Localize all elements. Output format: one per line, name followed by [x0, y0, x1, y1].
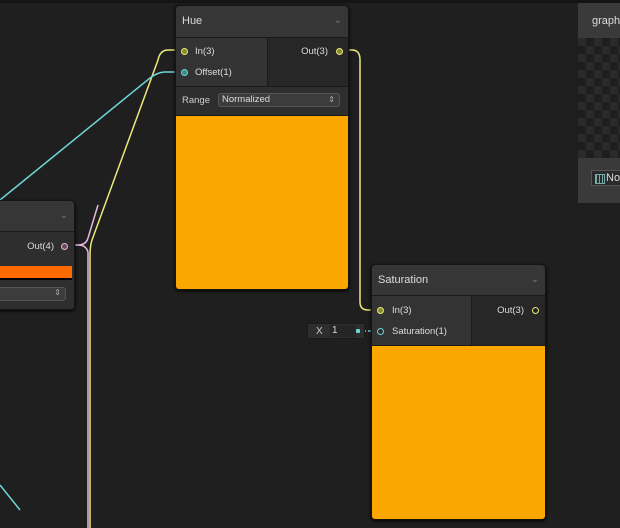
wire-yellow-hue-in	[89, 49, 184, 528]
wire-pink-up	[87, 204, 99, 239]
hue-preview	[176, 116, 348, 289]
left-node-dropdown[interactable]: ⇕	[0, 287, 66, 301]
saturation-preview	[372, 346, 545, 519]
hue-node-header[interactable]: Hue ⌄	[176, 6, 348, 38]
left-node[interactable]: ⌄ Out(4) ⇕	[0, 200, 75, 310]
top-border	[0, 0, 620, 3]
input-label: In(3)	[195, 46, 215, 57]
chevron-down-icon[interactable]: ⌄	[59, 210, 68, 221]
graph-button-label: No	[606, 172, 620, 184]
input-label: Offset(1)	[195, 67, 232, 78]
graph-panel[interactable]: graph No	[578, 3, 620, 203]
graph-button[interactable]: No	[591, 170, 620, 186]
chevron-down-icon[interactable]: ⌄	[333, 15, 342, 26]
input-port-saturation[interactable]	[377, 328, 384, 335]
output-label: Out(3)	[497, 305, 524, 316]
input-port-in[interactable]	[181, 48, 188, 55]
chevron-down-icon[interactable]: ⌄	[530, 274, 539, 285]
value-field[interactable]: 1	[330, 325, 356, 337]
grid-icon	[595, 174, 605, 184]
saturation-value-input[interactable]: X 1	[307, 323, 365, 339]
wire-bottom-left	[0, 484, 21, 511]
input-port-offset[interactable]	[181, 69, 188, 76]
saturation-node[interactable]: Saturation ⌄ In(3) Saturation(1) Out(3)	[371, 264, 546, 520]
range-select[interactable]: Normalized ⇕	[218, 93, 340, 107]
updown-icon: ⇕	[54, 288, 61, 297]
hue-node[interactable]: Hue ⌄ In(3) Offset(1) Out(3) Range Norma…	[175, 5, 349, 290]
wire-cyan-hue-offset	[0, 71, 184, 201]
connector-dot[interactable]	[356, 329, 360, 333]
left-node-output-label: Out(4)	[27, 241, 54, 252]
range-label: Range	[182, 95, 210, 106]
output-port[interactable]	[61, 243, 68, 250]
node-title: Hue	[182, 15, 203, 27]
range-value: Normalized	[222, 94, 271, 105]
graph-title: graph	[592, 15, 620, 27]
input-label: In(3)	[392, 305, 412, 316]
x-label: X	[316, 326, 323, 337]
checker-preview	[578, 38, 620, 158]
wire-yellow-hue-sat	[338, 49, 381, 311]
input-port-in[interactable]	[377, 307, 384, 314]
input-label: Saturation(1)	[392, 326, 447, 337]
color-swatch[interactable]	[0, 266, 72, 280]
output-port[interactable]	[336, 48, 343, 55]
wire-pink-left-out	[63, 237, 89, 528]
left-node-header[interactable]: ⌄	[0, 201, 74, 232]
node-title: Saturation	[378, 274, 429, 286]
updown-icon: ⇕	[328, 95, 335, 104]
output-port[interactable]	[532, 307, 539, 314]
output-label: Out(3)	[301, 46, 328, 57]
saturation-node-header[interactable]: Saturation ⌄	[372, 265, 545, 296]
